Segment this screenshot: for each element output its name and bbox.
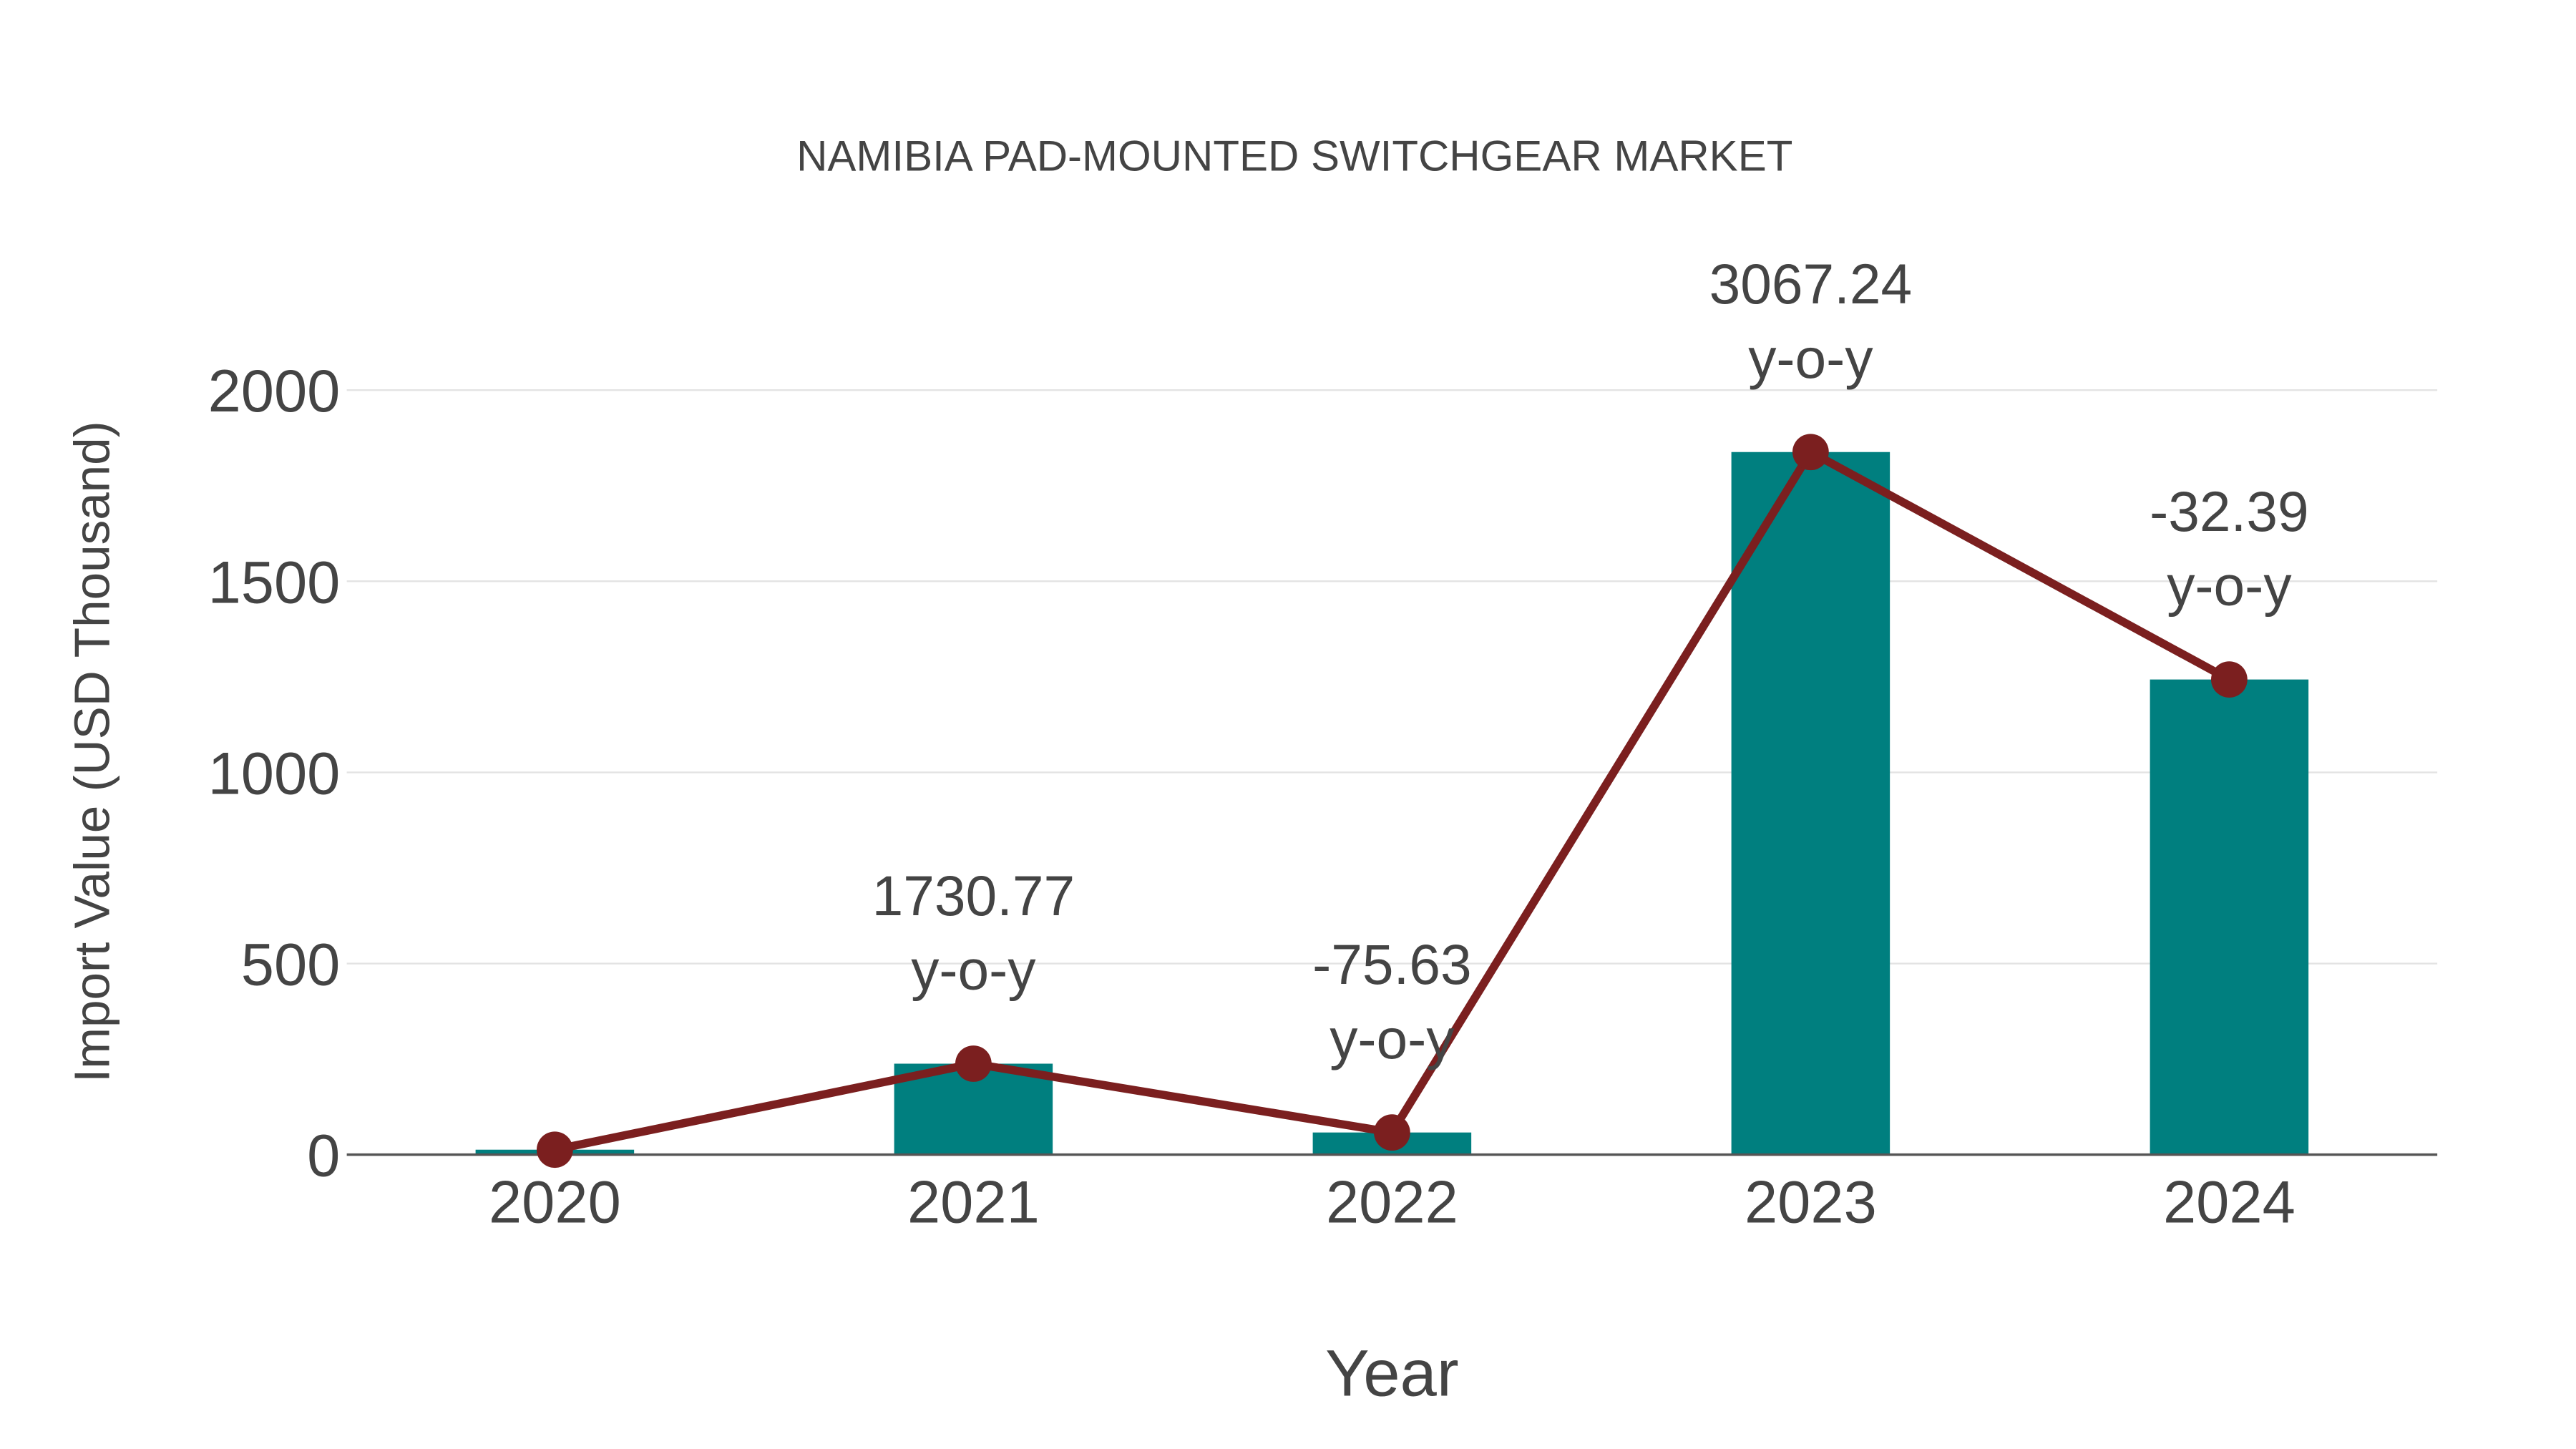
yoy-suffix-label: y-o-y — [1330, 1008, 1455, 1070]
x-axis-label: Year — [1325, 1336, 1458, 1410]
y-tick-label: 500 — [241, 932, 341, 998]
x-tick-label: 2023 — [1745, 1169, 1877, 1235]
trend-point — [955, 1045, 992, 1082]
bars — [475, 452, 2309, 1155]
grid — [346, 389, 2438, 965]
yoy-value-label: 1730.77 — [872, 864, 1075, 927]
x-tick-label: 2021 — [907, 1169, 1040, 1235]
bar — [2150, 679, 2309, 1155]
trend-point — [2211, 661, 2248, 698]
x-tick-label: 2024 — [2163, 1169, 2296, 1235]
yoy-value-label: -32.39 — [2150, 480, 2308, 543]
labels: 0 500 1000 1500 2000 2020 2021 2022 2023 2024 1730… — [208, 253, 2309, 1235]
y-tick-label: 2000 — [208, 358, 341, 424]
y-tick-label: 1500 — [208, 549, 341, 615]
y-tick-label: 1000 — [208, 740, 341, 806]
yoy-suffix-label: y-o-y — [911, 939, 1036, 1002]
trend-point — [1374, 1114, 1410, 1151]
yoy-value-label: 3067.24 — [1709, 253, 1913, 316]
yoy-suffix-label: y-o-y — [2167, 555, 2292, 618]
trend-point — [537, 1131, 573, 1169]
chart-title: NAMIBIA PAD-MOUNTED SWITCHGEAR MARKET — [796, 132, 1792, 180]
trend-point — [1792, 434, 1829, 471]
trend-line-group — [537, 434, 2248, 1169]
yoy-value-label: -75.63 — [1312, 933, 1471, 996]
bar — [1731, 452, 1890, 1155]
x-tick-label: 2022 — [1326, 1169, 1458, 1235]
x-tick-label: 2020 — [489, 1169, 621, 1235]
y-axis-label: Import Value (USD Thousand) — [64, 421, 119, 1083]
yoy-suffix-label: y-o-y — [1748, 327, 1873, 390]
y-tick-label: 0 — [307, 1123, 340, 1189]
